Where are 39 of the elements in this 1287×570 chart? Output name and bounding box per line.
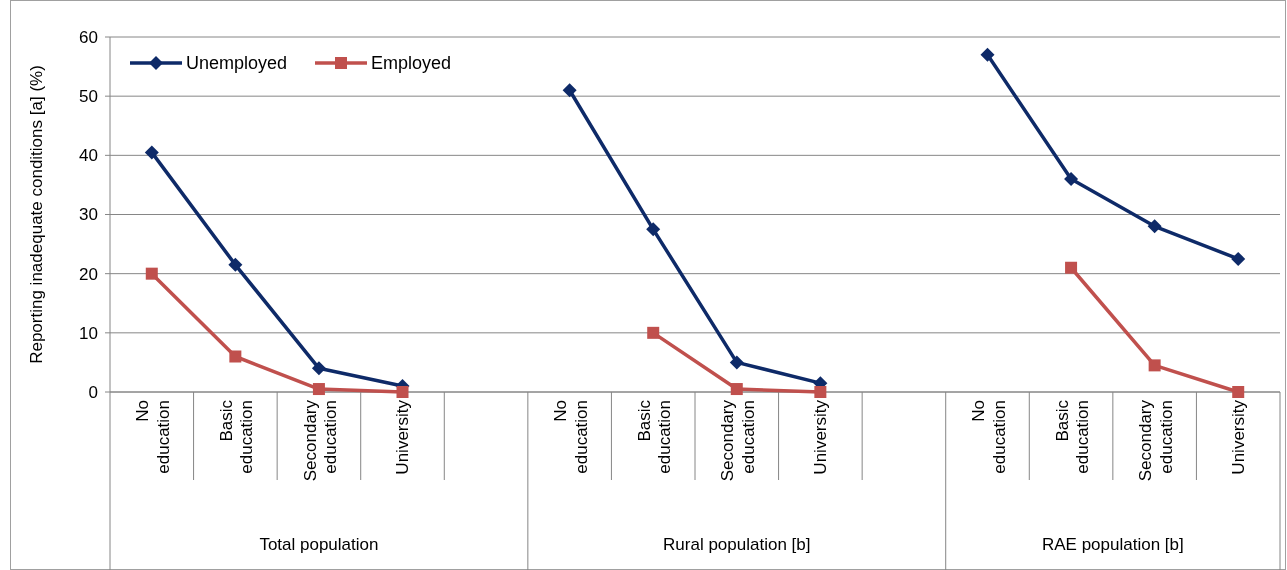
- point: [729, 355, 744, 370]
- text: RAE population [b]: [1041, 535, 1184, 554]
- point: [646, 222, 661, 237]
- y-tick-label: 30: [79, 205, 98, 225]
- x-tick-label: University: [811, 399, 831, 475]
- legend-label: Unemployed: [186, 53, 288, 74]
- y-tick-label: 50: [79, 87, 98, 107]
- point: [1064, 172, 1079, 186]
- point: [1065, 261, 1078, 274]
- x-tick-label: No education: [969, 400, 1009, 474]
- x-tick-label: University: [393, 399, 413, 475]
- point: [562, 83, 577, 98]
- legend-label: Employed: [371, 53, 452, 74]
- point: [145, 267, 158, 280]
- y-tick-label: 60: [79, 27, 98, 47]
- x-tick-label: University: [1229, 399, 1249, 475]
- y-axis-title: Reporting inadequate conditions [a] (%): [27, 65, 46, 364]
- y-tick-label: 0: [88, 382, 98, 402]
- point: [312, 383, 325, 396]
- y-tick-label: 20: [79, 264, 98, 284]
- point: [814, 386, 827, 398]
- x-tick-label: No education: [133, 400, 173, 474]
- point: [229, 350, 242, 363]
- point: [1147, 219, 1162, 234]
- text: Total population: [259, 535, 379, 554]
- y-tick-label: 40: [79, 146, 98, 166]
- point: [144, 145, 159, 160]
- point: [647, 326, 660, 339]
- point: [1148, 359, 1161, 372]
- point: [1232, 386, 1245, 398]
- point: [1231, 251, 1246, 266]
- point: [311, 361, 326, 376]
- y-tick-label: 10: [79, 323, 98, 343]
- point: [228, 257, 243, 272]
- point: [396, 386, 409, 398]
- text: Rural population [b]: [663, 535, 811, 554]
- point: [980, 47, 995, 62]
- x-tick-label: No education: [551, 400, 591, 474]
- point: [730, 383, 743, 396]
